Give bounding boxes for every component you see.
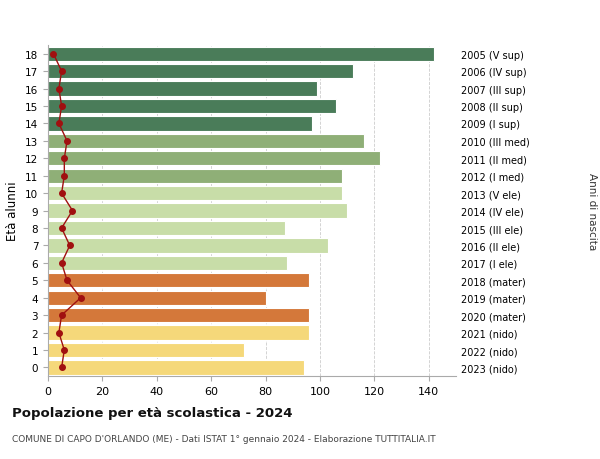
Bar	[48, 187, 342, 201]
Bar	[48, 169, 342, 184]
Text: COMUNE DI CAPO D'ORLANDO (ME) - Dati ISTAT 1° gennaio 2024 - Elaborazione TUTTIT: COMUNE DI CAPO D'ORLANDO (ME) - Dati IST…	[12, 434, 436, 443]
Bar	[48, 152, 380, 166]
Bar	[48, 47, 434, 62]
Bar	[48, 82, 317, 96]
Bar	[48, 256, 287, 270]
Bar	[48, 361, 304, 375]
Bar	[48, 239, 328, 253]
Text: Popolazione per età scolastica - 2024: Popolazione per età scolastica - 2024	[12, 406, 293, 419]
Bar	[48, 100, 337, 114]
Bar	[48, 134, 364, 149]
Text: Anni di nascita: Anni di nascita	[587, 173, 597, 250]
Bar	[48, 204, 347, 218]
Bar	[48, 343, 244, 358]
Bar	[48, 308, 309, 323]
Bar	[48, 65, 353, 79]
Bar	[48, 117, 312, 131]
Bar	[48, 221, 284, 235]
Y-axis label: Età alunni: Età alunni	[7, 181, 19, 241]
Bar	[48, 326, 309, 340]
Bar	[48, 274, 309, 288]
Bar	[48, 291, 266, 305]
